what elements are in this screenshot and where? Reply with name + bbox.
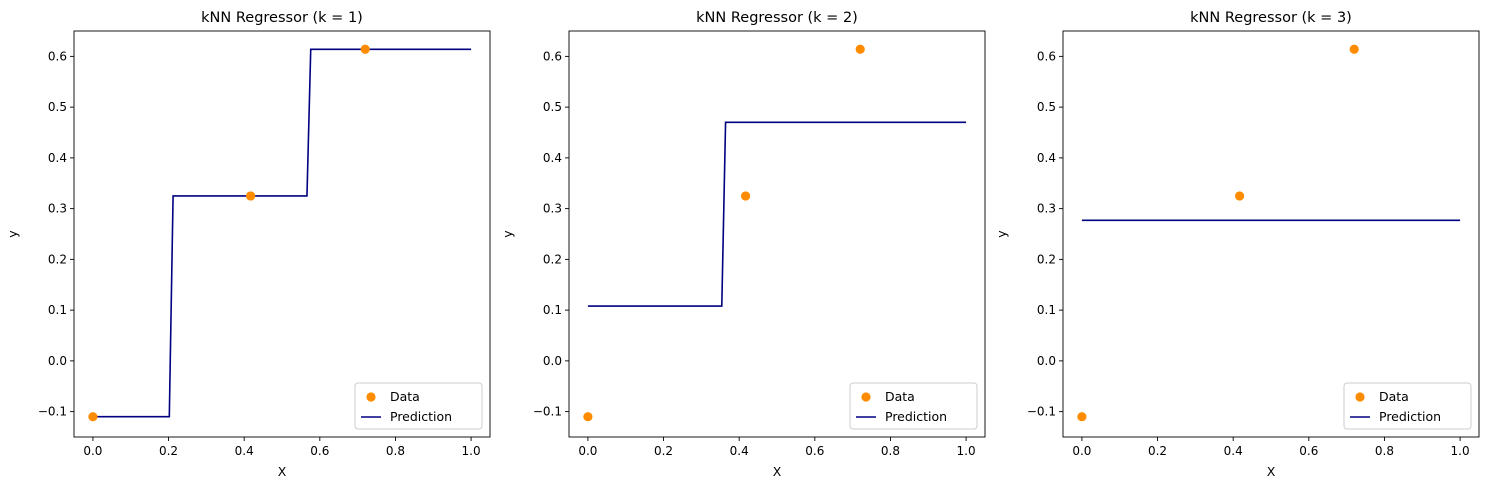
x-tick-label: 0.8 xyxy=(881,444,900,458)
x-tick-label: 0.8 xyxy=(386,444,405,458)
legend: Data Prediction xyxy=(1343,382,1472,430)
data-point xyxy=(855,44,865,54)
y-tick-label: 0.4 xyxy=(1037,151,1056,165)
y-tick-label: 0.0 xyxy=(543,354,562,368)
legend-box xyxy=(354,382,483,430)
y-axis-label: y xyxy=(500,230,515,238)
legend: Data Prediction xyxy=(354,382,483,430)
axes-frame xyxy=(568,30,986,438)
legend-label-data: Data xyxy=(885,389,915,404)
x-axis-label: X xyxy=(1267,464,1276,479)
x-tick-label: 0.0 xyxy=(1072,444,1091,458)
y-tick-label: 0.1 xyxy=(543,303,562,317)
x-tick-label: 0.6 xyxy=(310,444,329,458)
axes-frame xyxy=(1062,30,1480,438)
x-tick-label: 0.8 xyxy=(1375,444,1394,458)
legend-label-prediction: Prediction xyxy=(1379,409,1441,424)
data-point xyxy=(1235,191,1245,201)
y-tick-label: 0.6 xyxy=(1037,49,1056,63)
y-tick-label: 0.5 xyxy=(48,100,67,114)
legend-marker-data xyxy=(366,392,376,402)
y-tick-label: 0.5 xyxy=(1037,100,1056,114)
subplot-3: kNN Regressor (k = 3) 0.0 0.2 0.4 0.6 0.8 1.0 −… xyxy=(994,10,1480,479)
chart-title: kNN Regressor (k = 3) xyxy=(1190,10,1352,26)
y-tick-label: 0.4 xyxy=(543,151,562,165)
x-axis-label: X xyxy=(278,464,287,479)
prediction-line xyxy=(92,48,472,418)
legend-marker-data xyxy=(1355,392,1365,402)
y-tick-label: 0.3 xyxy=(1037,202,1056,216)
data-point xyxy=(741,191,751,201)
x-tick-label: 0.4 xyxy=(1224,444,1243,458)
legend: Data Prediction xyxy=(849,382,978,430)
y-tick-label: 0.0 xyxy=(1037,354,1056,368)
x-tick-label: 0.4 xyxy=(730,444,749,458)
x-tick-label: 0.2 xyxy=(1148,444,1167,458)
x-tick-label: 0.4 xyxy=(235,444,254,458)
subplot-1: kNN Regressor (k = 1) 0.0 0.2 0.4 0.6 0.8 1.0 −… xyxy=(5,10,491,479)
x-axis-label: X xyxy=(773,464,782,479)
legend-label-data: Data xyxy=(1379,389,1409,404)
x-tick-label: 0.0 xyxy=(83,444,102,458)
legend-label-prediction: Prediction xyxy=(390,409,452,424)
x-tick-label: 0.6 xyxy=(805,444,824,458)
data-point xyxy=(1349,44,1359,54)
y-tick-label: 0.6 xyxy=(48,49,67,63)
y-tick-label: 0.2 xyxy=(543,252,562,266)
data-point xyxy=(88,412,98,422)
legend-box xyxy=(1343,382,1472,430)
y-tick-label: 0.1 xyxy=(48,303,67,317)
y-axis-label: y xyxy=(5,230,20,238)
chart-title: kNN Regressor (k = 1) xyxy=(201,10,363,26)
data-point xyxy=(246,191,256,201)
y-tick-label: 0.0 xyxy=(48,354,67,368)
x-tick-label: 0.2 xyxy=(654,444,673,458)
x-tick-label: 1.0 xyxy=(957,444,976,458)
x-tick-label: 1.0 xyxy=(1451,444,1470,458)
prediction-line xyxy=(587,121,967,307)
data-point xyxy=(360,44,370,54)
y-tick-label: −0.1 xyxy=(533,405,562,419)
legend-label-data: Data xyxy=(390,389,420,404)
y-axis-label: y xyxy=(994,230,1009,238)
x-tick-label: 1.0 xyxy=(462,444,481,458)
legend-label-prediction: Prediction xyxy=(885,409,947,424)
chart-title: kNN Regressor (k = 2) xyxy=(696,10,858,26)
y-tick-label: −0.1 xyxy=(38,405,67,419)
y-tick-label: 0.3 xyxy=(48,202,67,216)
y-tick-label: 0.6 xyxy=(543,49,562,63)
data-point xyxy=(583,412,593,422)
y-tick-label: 0.5 xyxy=(543,100,562,114)
y-tick-label: −0.1 xyxy=(1027,405,1056,419)
y-tick-label: 0.2 xyxy=(1037,252,1056,266)
x-tick-label: 0.0 xyxy=(578,444,597,458)
legend-box xyxy=(849,382,978,430)
y-tick-label: 0.3 xyxy=(543,202,562,216)
data-point xyxy=(1077,412,1087,422)
x-tick-label: 0.2 xyxy=(159,444,178,458)
x-tick-label: 0.6 xyxy=(1299,444,1318,458)
y-tick-label: 0.2 xyxy=(48,252,67,266)
axes-frame xyxy=(73,30,491,438)
legend-marker-data xyxy=(861,392,871,402)
y-tick-label: 0.4 xyxy=(48,151,67,165)
subplot-2: kNN Regressor (k = 2) 0.0 0.2 0.4 0.6 0.8 1.0 −… xyxy=(500,10,986,479)
y-tick-label: 0.1 xyxy=(1037,303,1056,317)
